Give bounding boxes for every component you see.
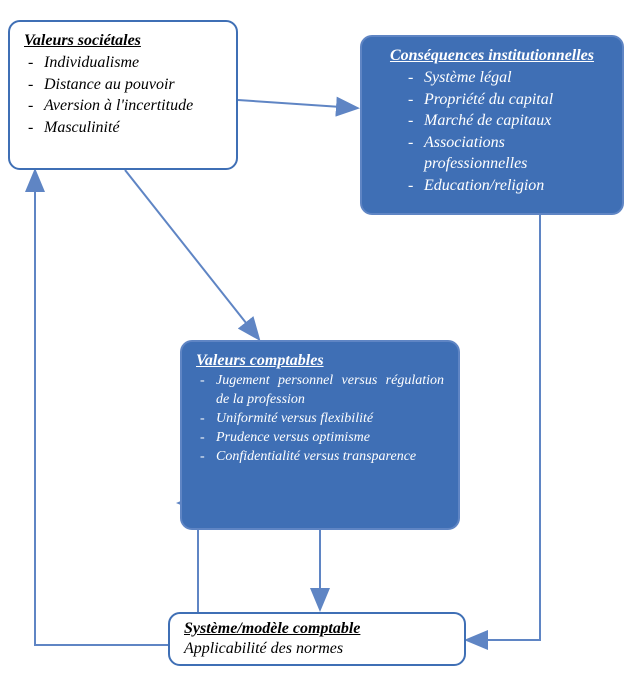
institutional-item: Système légal [424, 67, 608, 89]
societal-item: Distance au pouvoir [44, 74, 222, 96]
institutional-item: Education/religion [424, 175, 608, 197]
accounting-list: Jugement personnel versus régulation de … [196, 372, 444, 466]
accounting-item: Uniformité versus flexibilité [216, 410, 444, 429]
accounting-item: Confidentialité versus transparence [216, 448, 444, 467]
system-title: Système/modèle comptable [184, 620, 450, 638]
accounting-item: Prudence versus optimisme [216, 429, 444, 448]
societal-item: Individualisme [44, 52, 222, 74]
system-subtitle: Applicabilité des normes [184, 640, 450, 658]
accounting-title: Valeurs comptables [196, 352, 444, 370]
arrow-societal-to-institutional [238, 100, 356, 108]
societal-list: Individualisme Distance au pouvoir Avers… [24, 52, 222, 138]
arrow-system-to-societal [35, 172, 168, 645]
societal-item: Masculinité [44, 117, 222, 139]
box-accounting-values: Valeurs comptables Jugement personnel ve… [180, 340, 460, 530]
institutional-item: Associations professionnelles [424, 132, 608, 175]
societal-item: Aversion à l'incertitude [44, 95, 222, 117]
institutional-title: Conséquences institutionnelles [376, 47, 608, 65]
institutional-item: Marché de capitaux [424, 110, 608, 132]
societal-title: Valeurs sociétales [24, 32, 222, 50]
institutional-list: Système légal Propriété du capital March… [376, 67, 608, 197]
box-institutional: Conséquences institutionnelles Système l… [360, 35, 624, 215]
box-societal-values: Valeurs sociétales Individualisme Distan… [8, 20, 238, 170]
arrow-societal-to-accounting [125, 170, 258, 338]
box-system-model: Système/modèle comptable Applicabilité d… [168, 612, 466, 666]
accounting-item: Jugement personnel versus régulation de … [216, 372, 444, 410]
arrow-institutional-to-system [468, 215, 540, 640]
institutional-item: Propriété du capital [424, 89, 608, 111]
